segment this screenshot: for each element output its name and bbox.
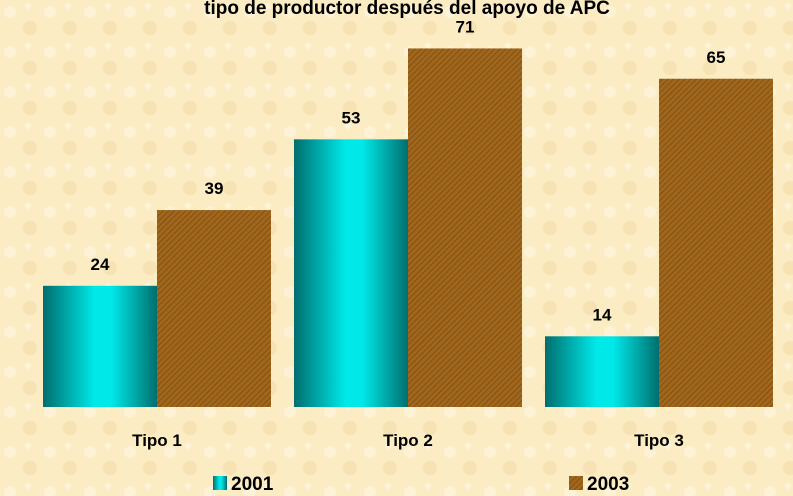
legend-swatch (213, 476, 227, 490)
x-tick-label: Tipo 1 (132, 431, 182, 450)
data-label: 39 (205, 179, 224, 198)
bar (157, 210, 271, 407)
bar (545, 336, 659, 407)
data-label: 53 (342, 108, 361, 127)
bar (43, 285, 157, 407)
bar (408, 48, 522, 407)
legend-label: 2001 (231, 474, 274, 495)
data-label: 24 (91, 255, 110, 274)
x-tick-label: Tipo 3 (634, 431, 684, 450)
bar (659, 78, 773, 407)
chart-title: tipo de productor después del apoyo de A… (204, 0, 610, 19)
legend-swatch (569, 476, 583, 490)
bar (294, 139, 408, 407)
data-label: 65 (707, 48, 726, 67)
legend-label: 2003 (587, 474, 629, 495)
data-label: 71 (456, 17, 475, 36)
x-tick-label: Tipo 2 (383, 431, 433, 450)
data-label: 14 (593, 305, 612, 324)
